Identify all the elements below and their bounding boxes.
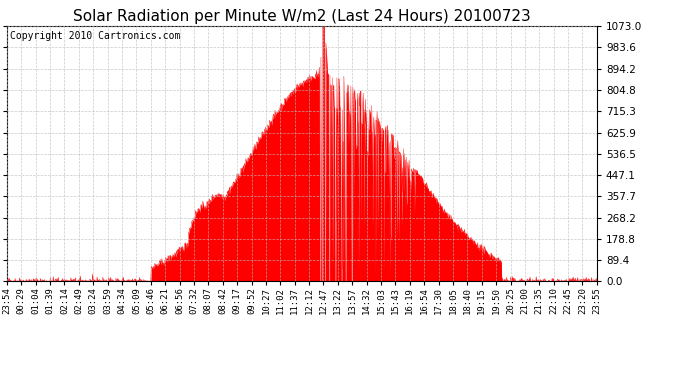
Text: Copyright 2010 Cartronics.com: Copyright 2010 Cartronics.com [10,32,180,41]
Title: Solar Radiation per Minute W/m2 (Last 24 Hours) 20100723: Solar Radiation per Minute W/m2 (Last 24… [73,9,531,24]
